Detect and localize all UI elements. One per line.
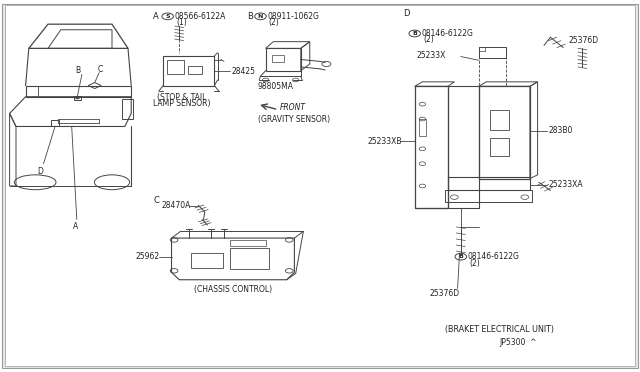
Text: 25233XA: 25233XA [548, 180, 583, 189]
Bar [490, 110, 509, 130]
Bar [448, 177, 530, 190]
Text: 25376D: 25376D [429, 289, 460, 298]
Bar [230, 248, 269, 269]
Text: (BRAKET ELECTRICAL UNIT): (BRAKET ELECTRICAL UNIT) [445, 325, 554, 334]
Text: 25376D: 25376D [568, 36, 598, 45]
Text: (2): (2) [269, 18, 280, 27]
Text: 08146-6122G: 08146-6122G [422, 29, 474, 38]
Bar [272, 55, 284, 62]
Text: D: D [403, 9, 410, 17]
Text: LAMP SENSOR): LAMP SENSOR) [153, 99, 211, 108]
Bar [479, 86, 530, 179]
Bar [163, 56, 214, 86]
Bar [191, 253, 223, 268]
Text: (GRAVITY SENSOR): (GRAVITY SENSOR) [259, 115, 330, 124]
Bar [74, 96, 81, 100]
Text: B: B [76, 66, 81, 75]
Text: 25233XB: 25233XB [368, 137, 403, 146]
Text: 98805MA: 98805MA [257, 82, 293, 91]
Text: 08911-1062G: 08911-1062G [268, 12, 319, 21]
Bar [51, 120, 59, 126]
Text: (STOP & TAIL: (STOP & TAIL [157, 93, 207, 102]
Text: D: D [37, 167, 44, 176]
Text: A: A [73, 222, 78, 231]
Text: (2): (2) [423, 35, 434, 44]
Text: 08566-6122A: 08566-6122A [175, 12, 226, 21]
Bar [266, 48, 301, 71]
Text: N: N [258, 14, 263, 19]
Bar [490, 138, 509, 156]
Circle shape [76, 97, 79, 99]
Text: B: B [412, 31, 417, 36]
Bar [415, 86, 448, 208]
Text: S: S [165, 14, 170, 19]
Text: 08146-6122G: 08146-6122G [468, 252, 520, 261]
Text: B: B [458, 254, 463, 259]
Text: 28470A: 28470A [162, 201, 191, 210]
Text: 25233X: 25233X [417, 51, 446, 60]
Text: B: B [246, 12, 253, 21]
Text: (CHASSIS CONTROL): (CHASSIS CONTROL) [194, 285, 272, 294]
Bar [419, 119, 426, 136]
Text: (2): (2) [469, 259, 480, 267]
Bar [167, 60, 184, 74]
Text: (1): (1) [176, 18, 187, 27]
Bar [188, 66, 202, 74]
Text: 25962: 25962 [136, 252, 160, 261]
Text: C: C [98, 65, 103, 74]
Bar [122, 99, 133, 119]
Bar [479, 47, 506, 58]
Text: JP5300  ^: JP5300 ^ [500, 339, 537, 347]
Text: C: C [153, 196, 159, 205]
Text: 28425: 28425 [231, 67, 255, 76]
Text: A: A [154, 12, 159, 21]
Text: 283B0: 283B0 [548, 126, 573, 135]
Text: FRONT: FRONT [280, 103, 306, 112]
Bar [230, 240, 266, 246]
